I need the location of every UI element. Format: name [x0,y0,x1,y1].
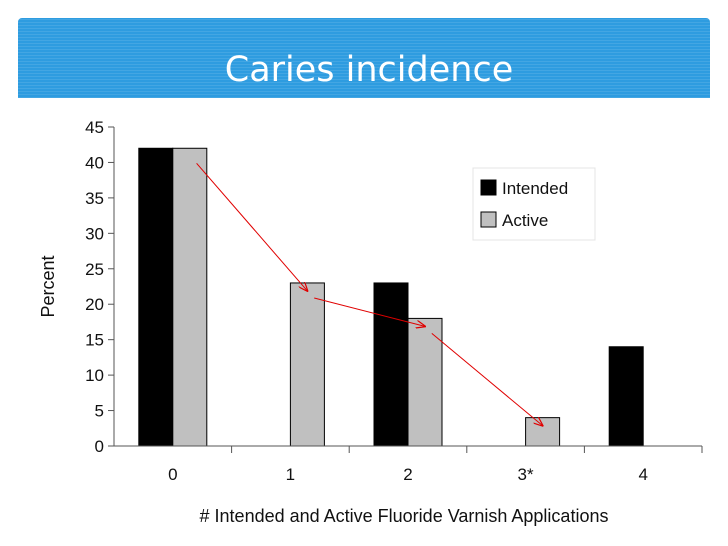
y-tick-label: 10 [85,366,104,385]
x-tick-label: 3* [518,465,534,484]
x-tick-label: 0 [168,465,177,484]
x-tick-label: 1 [286,465,295,484]
y-tick-label: 0 [95,437,104,456]
bar-active-3* [525,417,561,447]
bar-intended-0 [138,147,174,447]
trend-arrow [314,297,425,326]
legend-label-active: Active [502,211,548,230]
trend-arrows [196,162,543,425]
x-tick-label: 2 [403,465,412,484]
y-tick-label: 20 [85,295,104,314]
x-axis-ticks: 0 1 2 3* 4 [168,446,703,484]
bar-intended-4 [608,346,644,447]
y-tick-label: 45 [85,118,104,137]
x-axis-label: # Intended and Active Fluoride Varnish A… [200,506,609,526]
y-tick-label: 35 [85,189,104,208]
bars [138,147,644,447]
y-tick-label: 40 [85,153,104,172]
title-band [18,18,710,98]
trend-arrow [196,162,308,291]
bar-active-1 [289,282,325,447]
legend-swatch-active [480,211,497,228]
bar-active-0 [172,147,208,447]
y-tick-label: 30 [85,224,104,243]
y-axis-ticks: 0 5 10 15 20 25 30 35 40 45 [85,118,114,456]
trend-arrow [431,333,543,425]
legend: Intended Active [472,167,596,241]
legend-label-intended: Intended [502,179,568,198]
y-tick-label: 5 [95,402,104,421]
y-axis-label: Percent [38,255,58,317]
legend-swatch-intended [480,179,497,196]
slide-title-container: Caries incidence [0,50,728,90]
bar-intended-2 [373,282,409,447]
y-tick-label: 15 [85,331,104,350]
x-tick-label: 4 [638,465,647,484]
slide-title: Caries incidence [224,50,514,90]
y-tick-label: 25 [85,260,104,279]
